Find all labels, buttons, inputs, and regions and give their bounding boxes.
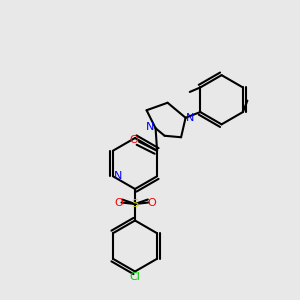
Text: O: O (129, 135, 138, 145)
Text: N: N (186, 113, 194, 123)
Text: O: O (147, 197, 156, 208)
Text: O: O (114, 197, 123, 208)
Text: N: N (114, 171, 122, 181)
Text: Cl: Cl (130, 272, 140, 282)
Text: S: S (131, 199, 139, 209)
Text: N: N (146, 122, 154, 132)
